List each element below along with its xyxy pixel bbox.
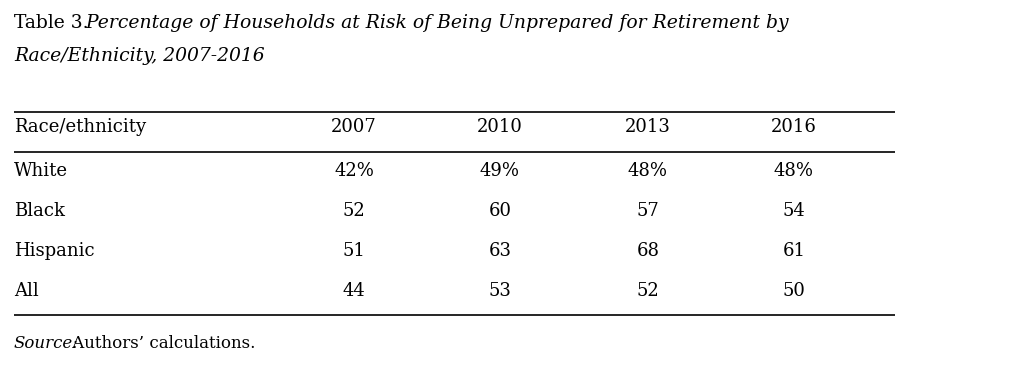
- Text: 2016: 2016: [771, 118, 817, 136]
- Text: 53: 53: [488, 282, 511, 300]
- Text: Authors’ calculations.: Authors’ calculations.: [67, 335, 255, 352]
- Text: 60: 60: [488, 202, 512, 220]
- Text: 63: 63: [488, 242, 512, 260]
- Text: 61: 61: [782, 242, 806, 260]
- Text: 52: 52: [637, 282, 659, 300]
- Text: Hispanic: Hispanic: [14, 242, 94, 260]
- Text: 51: 51: [343, 242, 366, 260]
- Text: 2007: 2007: [331, 118, 377, 136]
- Text: Source:: Source:: [14, 335, 79, 352]
- Text: 48%: 48%: [628, 162, 668, 180]
- Text: Race/ethnicity: Race/ethnicity: [14, 118, 146, 136]
- Text: Black: Black: [14, 202, 65, 220]
- Text: 44: 44: [343, 282, 366, 300]
- Text: Race/Ethnicity, 2007-2016: Race/Ethnicity, 2007-2016: [14, 47, 264, 65]
- Text: 42%: 42%: [334, 162, 374, 180]
- Text: 50: 50: [782, 282, 806, 300]
- Text: 54: 54: [782, 202, 805, 220]
- Text: 49%: 49%: [480, 162, 520, 180]
- Text: 57: 57: [637, 202, 659, 220]
- Text: Percentage of Households at Risk of Being Unprepared for Retirement by: Percentage of Households at Risk of Bein…: [80, 14, 788, 32]
- Text: 2010: 2010: [477, 118, 523, 136]
- Text: White: White: [14, 162, 68, 180]
- Text: 68: 68: [637, 242, 659, 260]
- Text: 52: 52: [343, 202, 366, 220]
- Text: Table 3.: Table 3.: [14, 14, 88, 32]
- Text: All: All: [14, 282, 39, 300]
- Text: 48%: 48%: [774, 162, 814, 180]
- Text: 2013: 2013: [625, 118, 671, 136]
